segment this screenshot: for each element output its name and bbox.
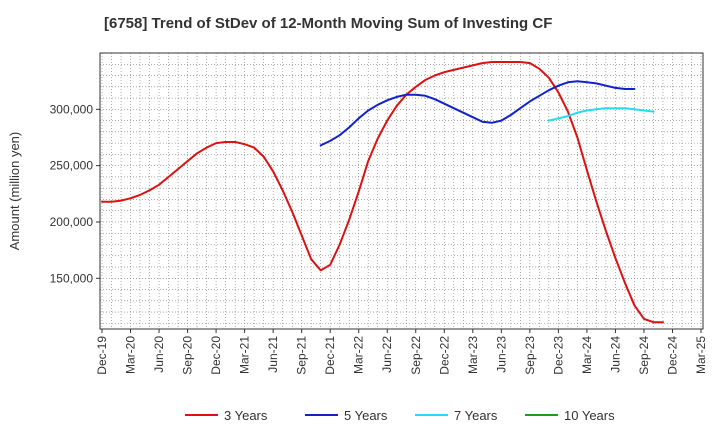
legend-label: 5 Years — [344, 408, 388, 423]
x-tick-label: Sep-20 — [181, 336, 195, 375]
y-tick-label: 150,000 — [50, 271, 94, 285]
x-tick-label: Dec-20 — [209, 336, 223, 375]
x-tick-label: Mar-23 — [466, 336, 480, 374]
x-tick-label: Dec-24 — [665, 336, 679, 375]
x-tick-label: Dec-22 — [437, 336, 451, 375]
legend: 3 Years 5 Years 7 Years 10 Years — [185, 408, 615, 423]
series-line-7-years — [547, 107, 655, 122]
y-axis-label: Amount (million yen) — [7, 132, 22, 251]
x-tick-label: Sep-23 — [523, 336, 537, 375]
legend-label: 3 Years — [224, 408, 268, 423]
chart-title: [6758] Trend of StDev of 12-Month Moving… — [104, 15, 552, 32]
legend-label: 10 Years — [564, 408, 615, 423]
y-tick-label: 300,000 — [50, 102, 94, 116]
x-tick-label: Mar-21 — [238, 336, 252, 374]
x-axis: Dec-19 Mar-20 Jun-20 Sep-20 Dec-20 Mar-21 Jun-… — [95, 329, 708, 375]
x-tick-label: Mar-25 — [694, 336, 708, 374]
x-tick-label: Mar-22 — [352, 336, 366, 374]
series-line-3-years — [101, 61, 664, 324]
x-tick-label: Dec-23 — [551, 336, 565, 375]
grid — [100, 52, 703, 329]
x-tick-label: Jun-22 — [380, 336, 394, 373]
x-tick-label: Mar-24 — [580, 336, 594, 374]
y-axis: 150,000 200,000 250,000 300,000 — [50, 102, 100, 285]
x-tick-label: Jun-24 — [608, 336, 622, 373]
series-line-5-years — [319, 80, 636, 147]
x-tick-label: Sep-24 — [637, 336, 651, 375]
x-tick-label: Jun-20 — [152, 336, 166, 373]
x-tick-label: Sep-22 — [409, 336, 423, 375]
y-tick-label: 200,000 — [50, 215, 94, 229]
x-tick-label: Jun-23 — [494, 336, 508, 373]
x-tick-label: Jun-21 — [266, 336, 280, 373]
series-lines — [101, 61, 664, 324]
x-tick-label: Dec-21 — [323, 336, 337, 375]
legend-label: 7 Years — [454, 408, 498, 423]
x-tick-label: Mar-20 — [124, 336, 138, 374]
x-tick-label: Sep-21 — [295, 336, 309, 375]
plot-frame — [99, 52, 704, 330]
x-tick-label: Dec-19 — [95, 336, 109, 375]
y-tick-label: 250,000 — [50, 159, 94, 173]
